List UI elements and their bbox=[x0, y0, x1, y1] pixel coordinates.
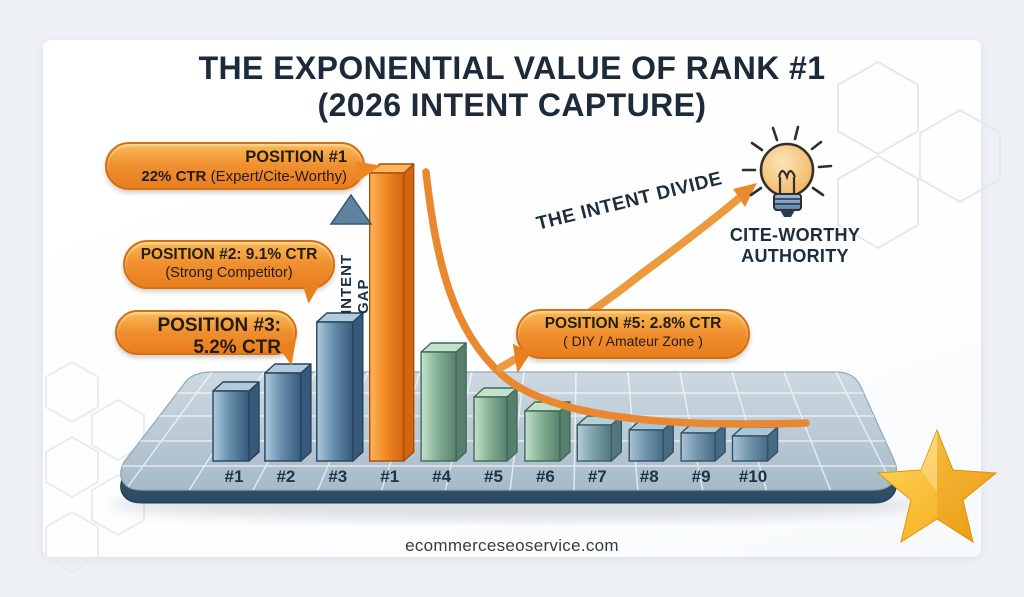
callout-position-1: POSITION #1 22% CTR (Expert/Cite-Worthy) bbox=[105, 142, 382, 190]
bar-label: #6 bbox=[536, 467, 555, 486]
callout-position-2: POSITION #2: 9.1% CTR (Strong Competitor… bbox=[123, 240, 335, 305]
callout-position-2-detail: (Strong Competitor) bbox=[165, 265, 293, 282]
bar-label: #7 bbox=[588, 467, 607, 486]
bar-label: #8 bbox=[640, 467, 659, 486]
cite-worthy-authority-label: CITE-WORTHY AUTHORITY bbox=[710, 225, 880, 267]
bar-side-face bbox=[403, 163, 415, 462]
bar-front-face bbox=[473, 396, 508, 462]
authority-line-2: AUTHORITY bbox=[741, 246, 849, 266]
bar-label: #1 bbox=[225, 467, 244, 486]
callout-position-3-title: POSITION #3: bbox=[157, 315, 281, 336]
bar-front-face bbox=[212, 390, 250, 462]
callout-position-1-detail: 22% CTR (Expert/Cite-Worthy) bbox=[141, 167, 347, 185]
bar-4-label-rank1: #1 bbox=[369, 163, 415, 486]
callout-position-3: POSITION #3: 5.2% CTR bbox=[115, 310, 308, 367]
callout-position-3-detail: 5.2% CTR bbox=[193, 336, 281, 358]
bars-layer: #1 #2 #3 #1 #4 #5 #6 #7 #8 #9 #10 bbox=[212, 163, 779, 486]
callout-position-1-title: POSITION #1 bbox=[245, 148, 347, 166]
hexagon-pattern-top-right bbox=[837, 60, 1001, 250]
bar-side-face bbox=[300, 363, 312, 462]
bar-front-face bbox=[369, 172, 405, 462]
authority-line-1: CITE-WORTHY bbox=[729, 225, 861, 245]
decline-curve-icon bbox=[422, 168, 810, 428]
bar-label: #5 bbox=[484, 467, 503, 486]
bar-11-label-rank10: #10 bbox=[731, 426, 779, 486]
bar-front-face bbox=[316, 321, 354, 462]
callout-position-5-title: POSITION #5: 2.8% CTR bbox=[544, 315, 722, 332]
bar-side-face bbox=[248, 381, 260, 462]
title-line-1: THE EXPONENTIAL VALUE OF RANK #1 bbox=[198, 50, 826, 86]
bar-side-face bbox=[455, 342, 467, 462]
bar-side-face bbox=[559, 401, 571, 462]
bar-label: #1 bbox=[380, 467, 399, 486]
bar-side-face bbox=[352, 312, 364, 462]
bar-front-face bbox=[524, 410, 561, 462]
bar-front-face bbox=[628, 429, 664, 462]
bar-2-label-rank2: #2 bbox=[264, 363, 312, 486]
bar-front-face bbox=[731, 435, 769, 462]
up-arrow-icon bbox=[329, 193, 373, 225]
gold-star-icon bbox=[876, 428, 998, 544]
infographic-title: THE EXPONENTIAL VALUE OF RANK #1 (2026 I… bbox=[62, 50, 962, 124]
bar-1-label-rank1: #1 bbox=[212, 381, 260, 486]
bar-label: #9 bbox=[692, 467, 711, 486]
bar-5-label-rank4: #4 bbox=[420, 342, 467, 486]
bar-6-label-rank5: #5 bbox=[473, 387, 518, 486]
intent-gap-label: INTENT GAP bbox=[338, 253, 372, 314]
bar-front-face bbox=[576, 424, 612, 462]
bar-label: #2 bbox=[276, 467, 295, 486]
bar-label: #4 bbox=[432, 467, 451, 486]
footer-website: ecommerceseoservice.com bbox=[405, 536, 619, 555]
callout-position-5: POSITION #5: 2.8% CTR ( DIY / Amateur Zo… bbox=[501, 309, 750, 375]
callout-position-2-title: POSITION #2: 9.1% CTR bbox=[140, 246, 318, 263]
bar-front-face bbox=[680, 432, 716, 462]
bar-front-face bbox=[264, 372, 302, 462]
callout-tail bbox=[356, 158, 382, 182]
lightbulb-icon bbox=[741, 125, 833, 217]
bar-front-face bbox=[420, 351, 457, 462]
bar-3-label-rank3: #3 bbox=[316, 312, 364, 486]
callout-tail bbox=[302, 281, 325, 305]
title-line-2: (2026 INTENT CAPTURE) bbox=[317, 87, 707, 123]
bar-label: #3 bbox=[328, 467, 347, 486]
callout-position-5-detail: ( DIY / Amateur Zone ) bbox=[563, 333, 703, 350]
bar-label: #10 bbox=[739, 467, 767, 486]
bar-side-face bbox=[506, 387, 518, 462]
